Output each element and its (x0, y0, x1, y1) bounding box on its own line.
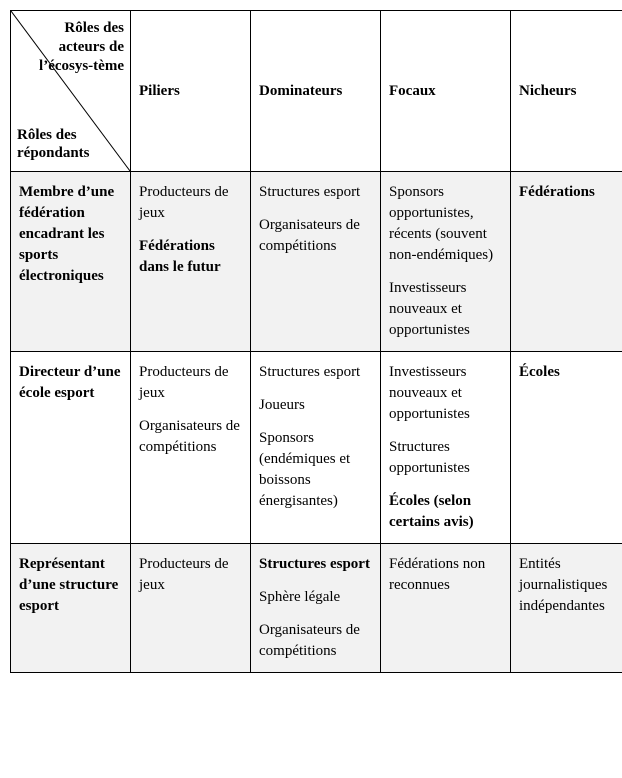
cell-text: Organisateurs de compétitions (139, 416, 242, 458)
cell: Producteurs de jeux (131, 544, 251, 673)
cell: Fédérations non reconnues (381, 544, 511, 673)
col-header-focaux: Focaux (381, 11, 511, 172)
cell-text: Fédérations (519, 182, 622, 203)
cell: Structures esport Sphère légale Organisate… (251, 544, 381, 673)
cell: Producteurs de jeux Fédérations dans le f… (131, 172, 251, 352)
cell-text: Fédérations non reconnues (389, 554, 502, 596)
roles-table: Rôles des acteurs de l’écosys-tème Rôles… (10, 10, 622, 673)
cell-text: Sphère légale (259, 587, 372, 608)
cell-text: Producteurs de jeux (139, 362, 242, 404)
cell-text: Structures esport (259, 362, 372, 383)
cell-text: Organisateurs de compétitions (259, 215, 372, 257)
table-row: Membre d’une fédération encadrant les sp… (11, 172, 622, 352)
corner-bottom-label: Rôles des répondants (17, 126, 117, 164)
cell: Sponsors opportunistes, récents (souvent… (381, 172, 511, 352)
cell-text: Producteurs de jeux (139, 182, 242, 224)
cell: Entités journalistiques indépendantes (511, 544, 622, 673)
cell-text: Entités journalistiques indépendantes (519, 554, 622, 617)
cell-text: Organisateurs de compétitions (259, 620, 372, 662)
cell: Producteurs de jeux Organisateurs de comp… (131, 352, 251, 544)
col-header-piliers: Piliers (131, 11, 251, 172)
cell-text: Producteurs de jeux (139, 554, 242, 596)
col-header-dominateurs: Dominateurs (251, 11, 381, 172)
cell-text: Fédérations dans le futur (139, 236, 242, 278)
table-row: Directeur d’une école esportProducteurs … (11, 352, 622, 544)
cell: Structures esport Organisateurs de compét… (251, 172, 381, 352)
row-header: Représentant d’une structure esport (11, 544, 131, 673)
cell: Structures esport Joueurs Sponsors (endémi… (251, 352, 381, 544)
table-body: Membre d’une fédération encadrant les sp… (11, 172, 622, 673)
corner-header: Rôles des acteurs de l’écosys-tème Rôles… (11, 11, 131, 172)
cell: Investisseurs nouveaux et opportunistes S… (381, 352, 511, 544)
table-container: Rôles des acteurs de l’écosys-tème Rôles… (0, 0, 622, 683)
cell-text: Écoles (selon certains avis) (389, 491, 502, 533)
header-row: Rôles des acteurs de l’écosys-tème Rôles… (11, 11, 622, 172)
corner-top-label: Rôles des acteurs de l’écosys-tème (34, 19, 124, 75)
cell-text: Sponsors opportunistes, récents (souvent… (389, 182, 502, 266)
cell: Fédérations (511, 172, 622, 352)
cell-text: Investisseurs nouveaux et opportunistes (389, 362, 502, 425)
cell-text: Sponsors (endémiques et boissons énergis… (259, 428, 372, 512)
cell-text: Structures esport (259, 554, 372, 575)
cell-text: Structures esport (259, 182, 372, 203)
cell-text: Joueurs (259, 395, 372, 416)
cell-text: Écoles (519, 362, 622, 383)
col-header-nicheurs: Nicheurs (511, 11, 622, 172)
cell: Écoles (511, 352, 622, 544)
table-row: Représentant d’une structure esportProdu… (11, 544, 622, 673)
row-header: Membre d’une fédération encadrant les sp… (11, 172, 131, 352)
cell-text: Investisseurs nouveaux et opportunistes (389, 278, 502, 341)
cell-text: Structures opportunistes (389, 437, 502, 479)
row-header: Directeur d’une école esport (11, 352, 131, 544)
